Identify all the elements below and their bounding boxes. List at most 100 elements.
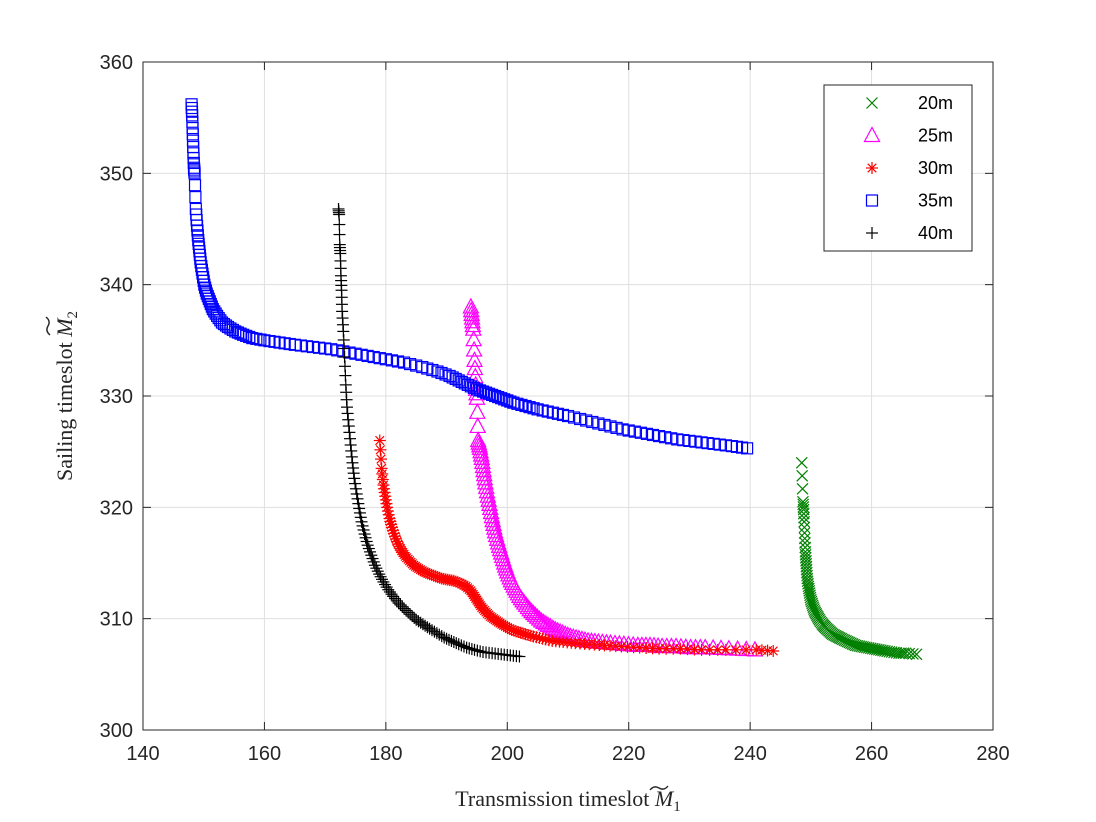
point-35m-fill [254, 333, 267, 346]
point-25m-fill [519, 598, 537, 615]
point-40m-fill [352, 497, 365, 510]
point-40m-fill [351, 492, 364, 505]
point-20m-fill [798, 521, 811, 534]
x-tick-label: 220 [612, 743, 645, 765]
point-40m-fill [370, 562, 383, 575]
point-20m-fill [802, 577, 814, 590]
point-30m-fill [374, 443, 387, 456]
point-35m-fill [523, 401, 536, 414]
series-20m [795, 456, 923, 661]
point-35m-fill [735, 441, 749, 454]
point-35m-fill [191, 229, 204, 242]
point-35m-fill [189, 190, 202, 204]
x-tick-label: 280 [976, 743, 1009, 765]
point-40m [365, 549, 378, 562]
point-35m-fill [219, 319, 233, 332]
point-35m-fill [439, 368, 452, 381]
point-40m-fill [354, 511, 367, 524]
point-40m-fill [347, 467, 360, 480]
point-30m-fill [761, 644, 774, 657]
y-axis-label-tilde [45, 316, 51, 336]
legend-marker-30m [866, 162, 878, 174]
point-30m-fill [565, 636, 578, 649]
point-40m-fill [349, 482, 362, 495]
point-35m-fill [455, 375, 468, 388]
point-40m-fill [333, 228, 346, 241]
point-35m-fill [205, 300, 218, 313]
point-20m-fill [800, 557, 813, 570]
point-30m-fill [376, 473, 389, 486]
point-20m [799, 545, 812, 558]
point-25m-fill [480, 491, 498, 507]
point-40m-fill [440, 632, 453, 645]
point-40m-fill [374, 570, 387, 583]
point-35m-fill [240, 329, 253, 342]
point-40m-fill [474, 645, 487, 658]
y-tick-label: 340 [100, 275, 133, 297]
y-axis-label: Sailing timeslot M2 [52, 311, 81, 481]
point-25m-fill [490, 537, 508, 553]
point-40m-fill [457, 640, 470, 653]
series-40m [332, 202, 526, 663]
point-25m-fill [523, 602, 541, 619]
point-40m [344, 438, 357, 451]
point-25m [469, 431, 487, 448]
point-25m [746, 640, 764, 657]
point-35m-fill [446, 371, 459, 384]
point-40m-fill [383, 585, 396, 598]
point-30m-fill [688, 643, 701, 656]
point-40m-fill [406, 610, 419, 623]
point-20m-fill [829, 629, 842, 642]
point-40m-fill [380, 581, 393, 594]
point-35m-fill [610, 421, 623, 435]
point-30m-fill [375, 453, 387, 466]
y-tick-label: 360 [100, 52, 133, 74]
point-40m-fill [492, 647, 505, 660]
point-35m-fill [187, 156, 200, 170]
legend-marker-40m [866, 227, 878, 239]
point-20m-fill [798, 527, 811, 539]
point-30m-fill [514, 626, 527, 639]
point-35m-fill [319, 342, 332, 355]
point-40m [460, 641, 473, 654]
point-35m-fill [250, 332, 263, 345]
legend: 20m 25m 30m 35m 40m [823, 84, 973, 252]
point-30m-fill [378, 486, 391, 499]
point-40m-fill [344, 432, 357, 445]
point-40m-fill [455, 639, 468, 652]
point-35m-fill [300, 340, 314, 353]
point-20m-fill [797, 498, 810, 511]
point-35m-fill [190, 213, 203, 227]
point-35m-fill [355, 348, 368, 361]
point-35m-fill [464, 380, 477, 393]
point-40m-fill [345, 444, 358, 457]
point-35m-fill [646, 428, 660, 442]
point-25m-fill [514, 591, 532, 608]
point-25m [481, 499, 499, 516]
point-40m-fill [341, 407, 354, 420]
point-25m-fill [483, 507, 501, 524]
point-20m-fill [800, 560, 813, 573]
x-tick-label: 260 [855, 743, 888, 765]
series-30m [373, 434, 780, 657]
point-30m-fill [379, 493, 392, 506]
point-25m-fill [541, 617, 559, 634]
point-20m-fill [797, 507, 810, 520]
point-20m-fill [906, 647, 919, 660]
point-25m-fill [549, 621, 567, 638]
point-25m-fill [485, 518, 503, 535]
point-35m-fill [209, 307, 222, 320]
point-25m-fill [497, 559, 515, 576]
point-35m-fill [592, 417, 605, 430]
point-30m-fill [445, 574, 458, 587]
point-25m [476, 473, 494, 490]
point-20m-fill [799, 537, 811, 549]
point-30m-fill [667, 642, 680, 655]
point-35m-fill [391, 355, 405, 368]
point-40m-fill [364, 545, 377, 558]
point-30m-fill [711, 643, 724, 656]
point-25m-fill [530, 609, 548, 626]
point-25m-fill [466, 359, 484, 376]
point-35m-fill [188, 165, 201, 178]
